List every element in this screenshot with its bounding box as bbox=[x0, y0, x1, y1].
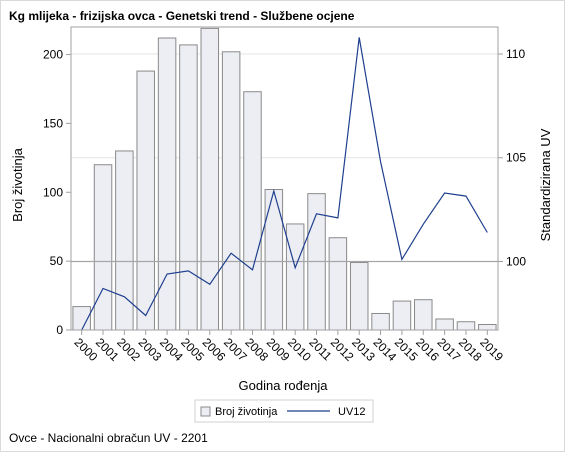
bar bbox=[136, 70, 155, 331]
bar bbox=[349, 262, 369, 331]
bar bbox=[243, 91, 262, 331]
bar bbox=[435, 318, 454, 331]
legend-box bbox=[194, 399, 374, 423]
y2-axis-label: Standardizirana UV bbox=[538, 128, 553, 241]
y-tick-label: 150 bbox=[43, 116, 63, 130]
y2-tick-label: 100 bbox=[506, 255, 526, 269]
bar bbox=[179, 44, 198, 331]
y2-tick-label: 105 bbox=[506, 151, 526, 165]
x-tick-label: 2000 bbox=[72, 335, 101, 364]
bar bbox=[392, 300, 412, 331]
bar bbox=[456, 321, 476, 331]
bar bbox=[264, 189, 284, 331]
legend: Broj životinja UV12 bbox=[194, 399, 374, 423]
y-axis-label: Broj životinja bbox=[10, 147, 25, 221]
y-tick-label: 0 bbox=[56, 323, 63, 337]
bar bbox=[478, 323, 497, 331]
grid-layer bbox=[71, 53, 498, 159]
x-tick-label: 2011 bbox=[306, 335, 334, 363]
footnote: Ovce - Nacionalni obračun UV - 2201 bbox=[9, 431, 208, 445]
plot-frame bbox=[70, 26, 499, 331]
legend-label-bars: Broj životinja bbox=[215, 406, 278, 418]
legend-label-line: UV12 bbox=[338, 406, 366, 418]
y-tick-label: 50 bbox=[50, 254, 64, 268]
bar bbox=[221, 51, 241, 331]
bar bbox=[371, 312, 390, 331]
legend-swatch-bars bbox=[200, 406, 211, 417]
y-tick-label: 100 bbox=[43, 185, 63, 199]
bar bbox=[328, 237, 348, 331]
bar bbox=[93, 164, 113, 331]
bar-layer bbox=[72, 27, 497, 331]
chart-title: Kg mlijeka - frizijska ovca - Genetski t… bbox=[9, 9, 355, 23]
bar bbox=[285, 223, 305, 331]
line-layer bbox=[71, 37, 498, 331]
x-axis-label: Godina rođenja bbox=[239, 378, 329, 393]
bar bbox=[115, 150, 134, 331]
y2-tick-label: 110 bbox=[506, 47, 525, 61]
series-line-uv12 bbox=[81, 37, 488, 331]
bar bbox=[414, 299, 433, 331]
y-tick-label: 200 bbox=[43, 48, 63, 62]
